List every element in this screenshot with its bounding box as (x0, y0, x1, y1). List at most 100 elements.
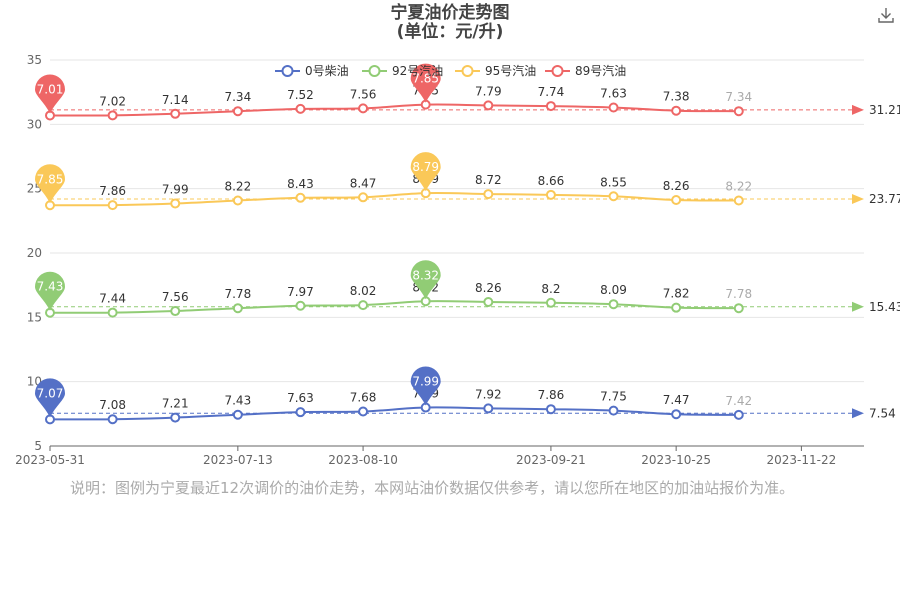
data-point (232, 195, 243, 206)
min-pin (35, 378, 65, 418)
data-point (295, 192, 306, 203)
data-label: 7.97 (287, 285, 314, 299)
data-label: 7.86 (99, 184, 126, 198)
data-point (107, 307, 118, 318)
data-point (295, 407, 306, 418)
data-point (232, 303, 243, 314)
legend-item-2[interactable]: 95号汽油 (455, 63, 536, 78)
average-label: 15.43 (869, 300, 900, 314)
x-tick-label: 2023-08-10 (328, 453, 398, 467)
legend-marker (281, 65, 294, 77)
min-pin-label: 7.43 (37, 280, 64, 294)
chart-title-main: 宁夏油价走势图 (390, 3, 510, 23)
data-point (232, 409, 243, 420)
min-pin-label: 7.01 (37, 82, 64, 96)
data-label: 8.02 (350, 284, 377, 298)
max-pin-label: 8.79 (412, 160, 439, 174)
y-tick-label: 30 (27, 117, 42, 131)
min-pin-label: 7.07 (37, 386, 64, 400)
max-pin (410, 152, 441, 192)
max-pin (410, 63, 441, 103)
download-icon[interactable] (877, 6, 895, 24)
data-label: 7.79 (475, 84, 502, 98)
data-point (733, 303, 744, 314)
data-point (358, 103, 369, 114)
min-pin (35, 74, 65, 114)
min-pin-label: 7.85 (37, 172, 64, 186)
data-label: 8.26 (475, 281, 502, 295)
x-tick-label: 2023-09-21 (516, 453, 586, 467)
data-label: 7.14 (162, 93, 189, 107)
data-point (358, 406, 369, 417)
max-pin-label: 7.99 (412, 375, 439, 389)
data-point (733, 106, 744, 117)
series-line-0 (49, 406, 739, 421)
data-label: 8.26 (663, 179, 690, 193)
data-point (170, 412, 181, 423)
data-label: 7.21 (162, 397, 189, 411)
series-line-2 (49, 192, 739, 207)
data-point (545, 101, 556, 112)
data-point (545, 189, 556, 200)
legend-item-3[interactable]: 89号汽油 (545, 63, 626, 78)
data-label: 7.63 (600, 86, 627, 100)
data-point (107, 110, 118, 121)
data-label: 7.86 (538, 388, 565, 402)
data-label: 7.34 (725, 90, 752, 104)
x-tick-label: 2023-05-31 (15, 453, 85, 467)
data-label: 7.38 (663, 90, 690, 104)
data-point (608, 102, 619, 113)
average-arrow (852, 301, 864, 312)
data-point (545, 297, 556, 308)
chart-title-unit: (单位：元/升) (396, 22, 504, 42)
max-pin-label: 7.85 (412, 72, 439, 86)
max-pin (410, 366, 441, 406)
average-label: 7.54 (869, 406, 896, 420)
data-label: 8.22 (224, 180, 251, 194)
legend-item-0[interactable]: 0号柴油 (275, 64, 349, 78)
data-label: 7.34 (224, 90, 251, 104)
y-tick-label: 35 (27, 53, 42, 67)
max-pin-label: 8.32 (412, 268, 439, 282)
legend-marker (551, 65, 564, 77)
series-line-3 (49, 103, 739, 117)
data-point (295, 103, 306, 114)
data-point (608, 191, 619, 202)
min-pin (35, 271, 65, 311)
data-label: 7.99 (162, 182, 189, 196)
data-label: 7.02 (99, 94, 126, 108)
data-label: 7.74 (538, 85, 565, 99)
legend-item-1[interactable]: 92号汽油 (362, 63, 443, 78)
data-point (671, 194, 682, 205)
data-label: 7.92 (475, 387, 502, 401)
data-point (671, 409, 682, 420)
series-line-1 (49, 300, 739, 314)
data-point (671, 105, 682, 116)
data-point (545, 404, 556, 415)
legend-label: 0号柴油 (305, 64, 349, 78)
data-label: 7.82 (663, 287, 690, 301)
data-point (170, 306, 181, 317)
data-point (608, 405, 619, 416)
data-label: 7.56 (162, 290, 189, 304)
data-label: 8.43 (287, 177, 314, 191)
chart-note: 说明：图例为宁夏最近12次调价的油价走势，本网站油价数据仅供参考，请以您所在地区… (70, 479, 795, 497)
data-point (107, 200, 118, 211)
data-label: 8.55 (600, 175, 627, 189)
chart-title: 宁夏油价走势图 (单位：元/升) (0, 4, 900, 42)
data-label: 8.47 (350, 176, 377, 190)
data-label: 7.78 (725, 287, 752, 301)
data-label: 7.52 (287, 88, 314, 102)
data-point (483, 403, 494, 414)
data-label: 8.66 (538, 174, 565, 188)
data-point (733, 409, 744, 420)
data-point (232, 106, 243, 117)
data-point (671, 302, 682, 313)
data-point (733, 195, 744, 206)
average-arrow (852, 104, 864, 115)
min-pin (35, 164, 65, 204)
data-label: 7.44 (99, 292, 126, 306)
y-tick-label: 5 (34, 439, 42, 453)
average-arrow (852, 194, 864, 205)
